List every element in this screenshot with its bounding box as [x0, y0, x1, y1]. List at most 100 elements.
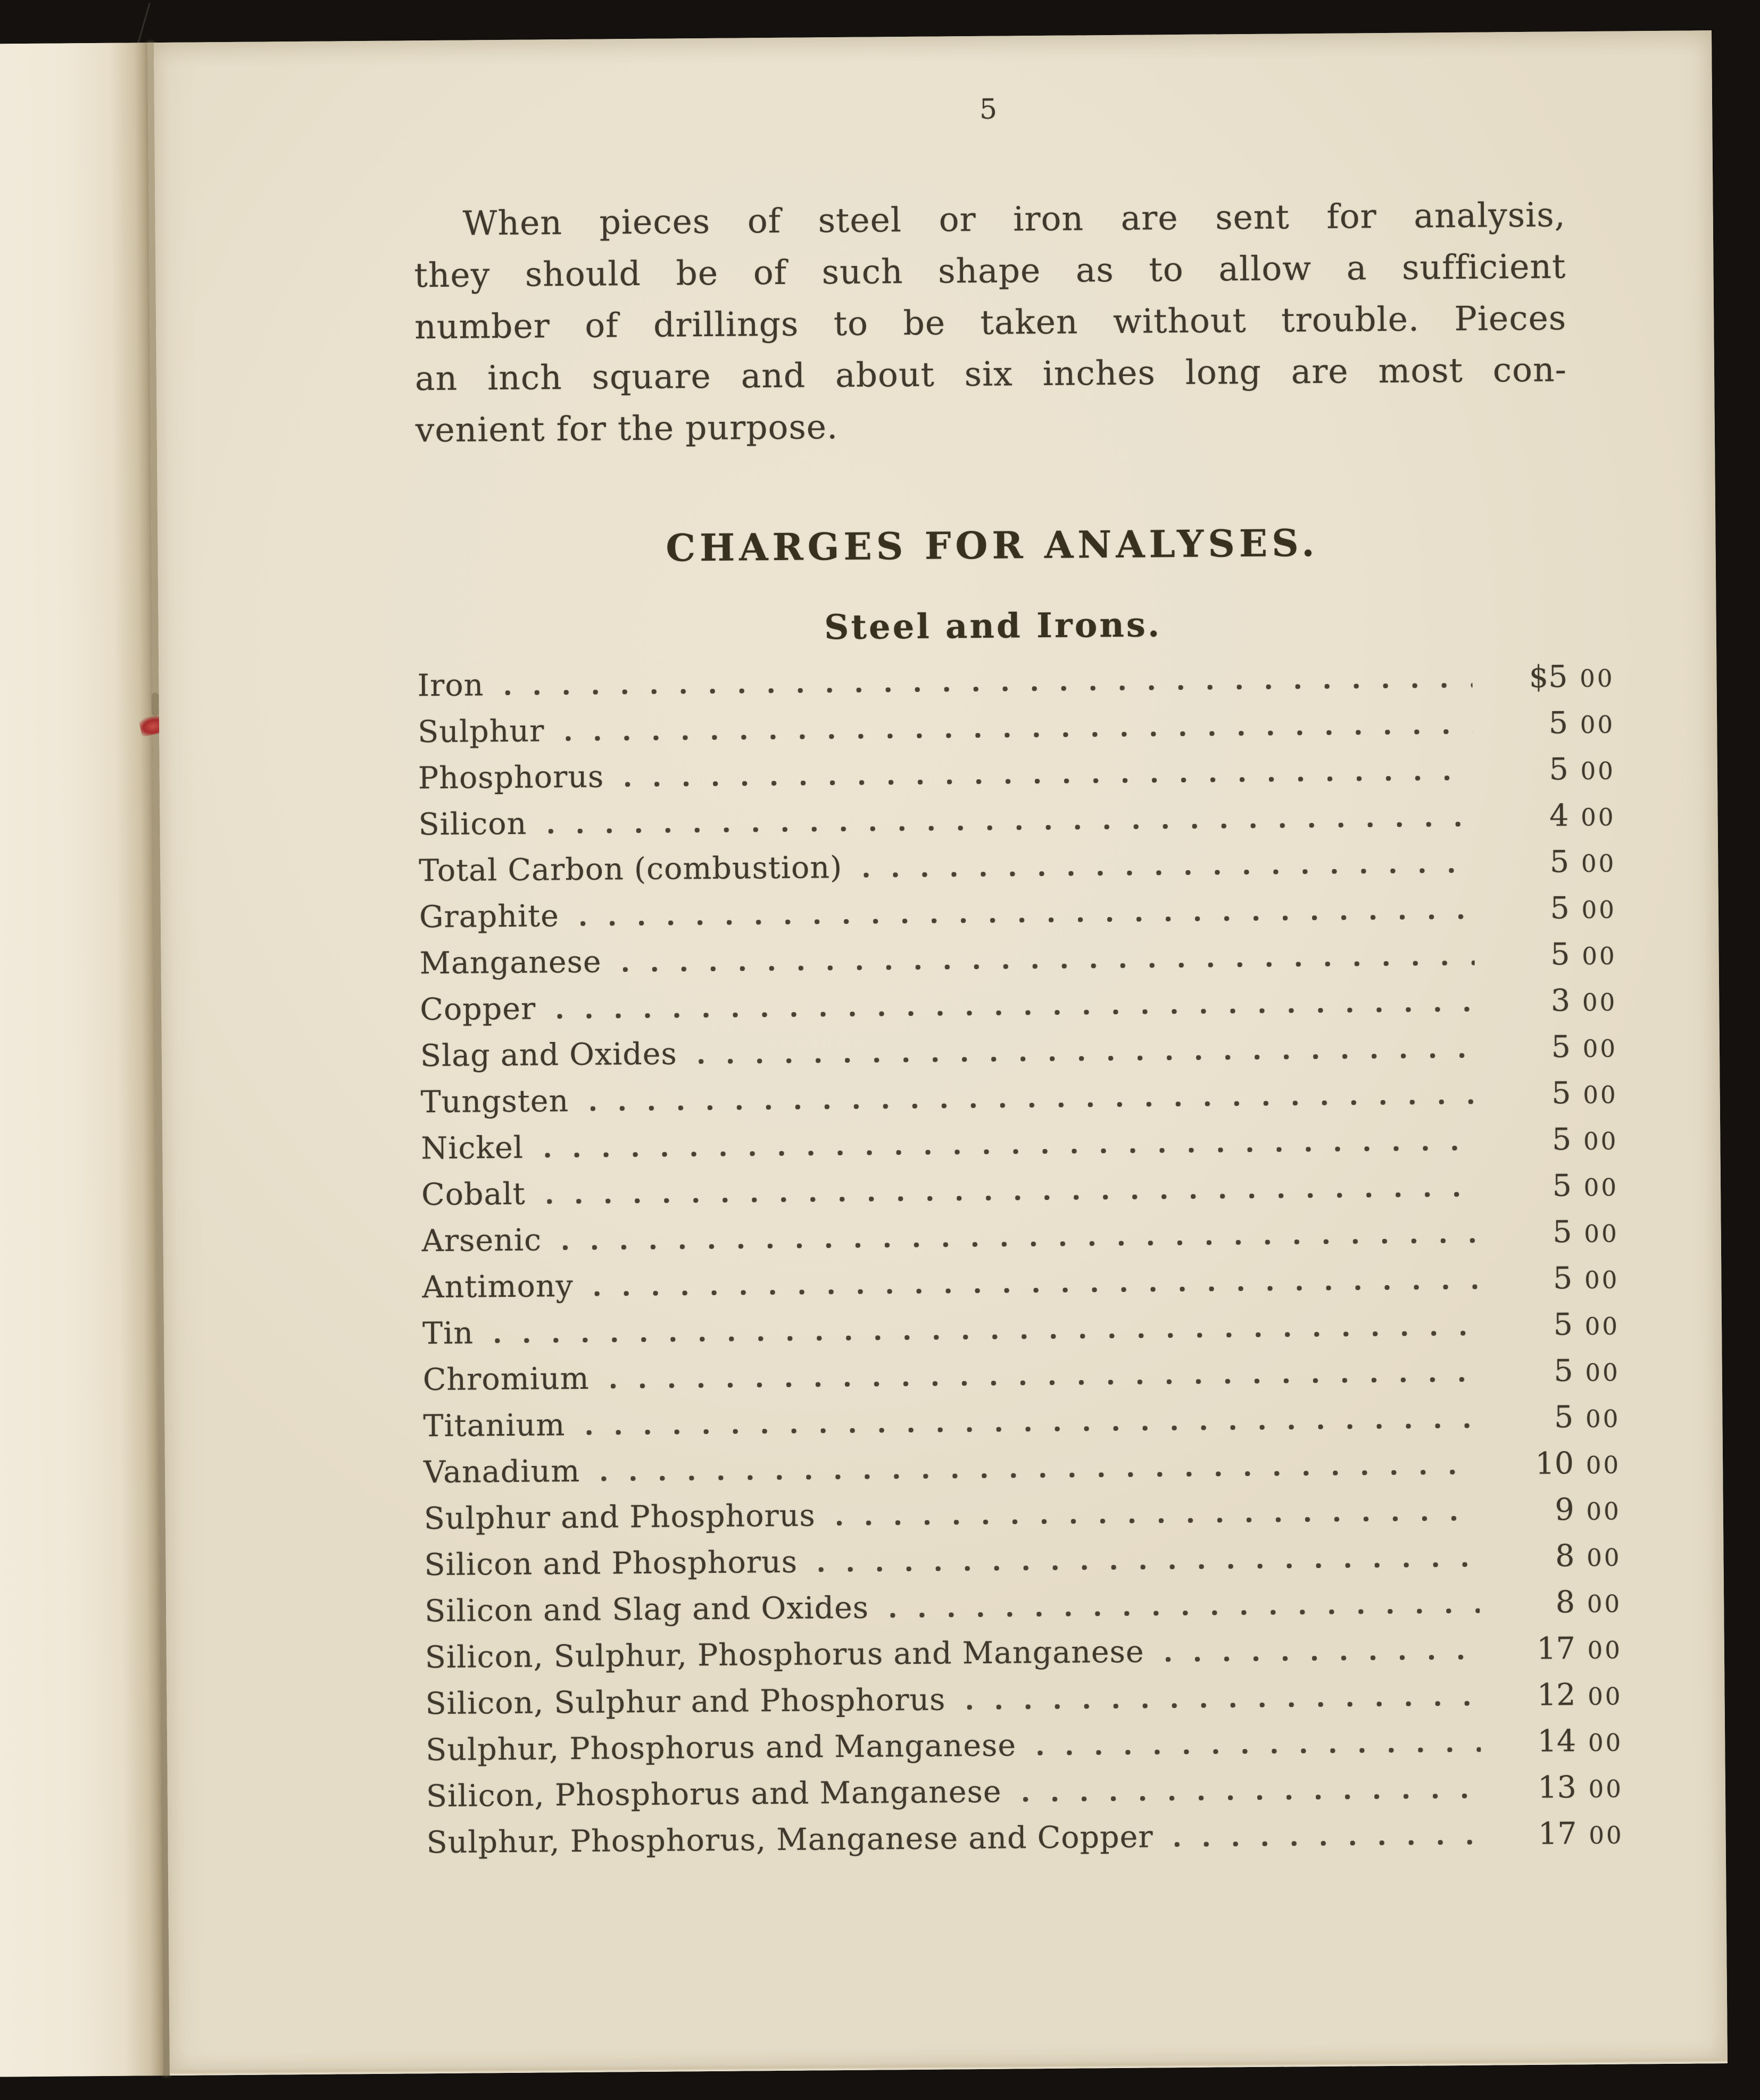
page-number: 5 [979, 93, 999, 126]
price-cents: 00 [1580, 664, 1615, 693]
analysis-label: Sulphur, Phosphorus and Manganese [425, 1728, 1017, 1768]
analysis-label: Chromium [422, 1361, 590, 1398]
price-dollars: 5 [1553, 1307, 1573, 1343]
dotted-leader [563, 1238, 1477, 1251]
price-cents: 00 [1583, 1127, 1618, 1156]
analysis-label: Antimony [422, 1269, 574, 1305]
price-cents: 00 [1580, 710, 1615, 739]
price-cents: 00 [1586, 1497, 1622, 1526]
analysis-label: Slag and Oxides [420, 1036, 678, 1074]
facing-page-edge [0, 43, 164, 2077]
price-dollars: 8 [1555, 1585, 1575, 1620]
price-cents: 00 [1588, 1774, 1624, 1804]
price-dollars: 5 [1550, 937, 1570, 972]
analysis-label: Sulphur [417, 713, 545, 750]
analysis-label: Tin [422, 1315, 474, 1352]
analysis-label: Silicon and Phosphorus [424, 1544, 798, 1583]
price-cents: 00 [1582, 988, 1617, 1017]
price-dollars: 5 [1553, 1214, 1572, 1250]
price-cents: 00 [1584, 1312, 1620, 1341]
dotted-leader [601, 1469, 1479, 1481]
analysis-label: Titanium [423, 1407, 566, 1444]
price-dollars: 5 [1554, 1353, 1573, 1389]
booklet-spread: 5 When pieces of steel or iron are sent … [0, 30, 1728, 2077]
dotted-leader [1037, 1747, 1481, 1756]
price-cents: 00 [1585, 1358, 1620, 1387]
price-cents: 00 [1588, 1682, 1623, 1711]
price-cents: 00 [1582, 1034, 1618, 1063]
dotted-leader [967, 1701, 1481, 1710]
price-dollars: 8 [1555, 1538, 1575, 1574]
analysis-label: Silicon, Sulphur and Phosphorus [425, 1682, 946, 1722]
dotted-leader [1174, 1839, 1482, 1847]
price-cents: 00 [1584, 1265, 1620, 1295]
intro-paragraph: When pieces of steel or iron are sent fo… [413, 189, 1567, 456]
price-dollars: 13 [1538, 1770, 1577, 1805]
price-cents: 00 [1583, 1080, 1618, 1110]
page-5: 5 When pieces of steel or iron are sent … [154, 30, 1728, 2076]
analysis-label: Silicon [418, 806, 527, 843]
dotted-leader [890, 1608, 1480, 1618]
price-cents: 00 [1584, 1219, 1619, 1248]
price-cents: 00 [1583, 1173, 1619, 1202]
price-cents: 00 [1581, 849, 1616, 878]
price-dollars: 17 [1537, 1631, 1576, 1666]
paragraph-line: number of drillings to be taken without … [414, 298, 1567, 347]
analysis-label: Silicon and Slag and Oxides [424, 1590, 869, 1629]
scan-scratch [136, 3, 151, 47]
price-dollars: 10 [1535, 1446, 1574, 1481]
analysis-label: Nickel [421, 1130, 524, 1166]
price-cents: 00 [1585, 1404, 1621, 1434]
dotted-leader [622, 960, 1475, 972]
price-cents: 00 [1581, 803, 1616, 832]
price-dollars: $5 [1529, 659, 1568, 695]
price-dollars: 17 [1538, 1816, 1577, 1852]
price-dollars: 9 [1555, 1492, 1575, 1528]
price-dollars: 5 [1551, 1029, 1571, 1065]
price-dollars: 3 [1550, 983, 1571, 1019]
paragraph-line: venient for the purpose. [415, 407, 839, 450]
analysis-label: Phosphorus [418, 759, 604, 796]
section-heading: CHARGES FOR ANALYSES. [666, 520, 1319, 570]
dotted-leader [819, 1562, 1480, 1572]
analysis-label: Sulphur and Phosphorus [424, 1498, 816, 1537]
price-dollars: 5 [1549, 844, 1570, 880]
dotted-leader [864, 868, 1474, 878]
paragraph-line: they should be of such shape as to allow… [414, 247, 1566, 295]
price-cents: 00 [1589, 1821, 1624, 1850]
analysis-label: Tungsten [420, 1084, 569, 1120]
price-list: Iron $5 00 Sulphur 5 00 Phosphorus 5 00 … [417, 659, 1624, 1872]
price-dollars: 5 [1550, 890, 1570, 926]
price-cents: 00 [1585, 1451, 1621, 1480]
price-dollars: 5 [1551, 1122, 1572, 1157]
price-cents: 00 [1580, 756, 1616, 786]
price-dollars: 4 [1549, 798, 1569, 834]
paragraph-line: When pieces of steel or iron are sent fo… [462, 195, 1566, 243]
analysis-label: Arsenic [421, 1222, 542, 1259]
price-dollars: 5 [1549, 752, 1569, 787]
price-cents: 00 [1587, 1636, 1623, 1665]
price-dollars: 5 [1553, 1261, 1573, 1296]
dotted-leader [557, 1006, 1475, 1019]
stitch-hole [151, 693, 159, 716]
dotted-leader [590, 1099, 1476, 1111]
price-dollars: 5 [1552, 1168, 1572, 1204]
dotted-leader [495, 1330, 1478, 1344]
price-cents: 00 [1588, 1728, 1623, 1757]
analysis-label: Manganese [419, 944, 602, 981]
analysis-label: Iron [417, 668, 484, 704]
dotted-leader [586, 1423, 1479, 1435]
price-row: Sulphur, Phosphorus, Manganese and Coppe… [426, 1816, 1624, 1872]
price-cents: 00 [1581, 895, 1617, 924]
price-dollars: 12 [1537, 1677, 1576, 1713]
dotted-leader [566, 729, 1473, 741]
dotted-leader [836, 1515, 1479, 1526]
analysis-label: Silicon, Sulphur, Phosphorus and Mangane… [425, 1634, 1144, 1676]
subsection-heading: Steel and Irons. [824, 605, 1162, 648]
price-dollars: 5 [1551, 1076, 1571, 1111]
analysis-label: Cobalt [421, 1176, 526, 1213]
dotted-leader [1023, 1793, 1482, 1802]
dotted-leader [625, 775, 1473, 787]
price-cents: 00 [1587, 1543, 1622, 1572]
